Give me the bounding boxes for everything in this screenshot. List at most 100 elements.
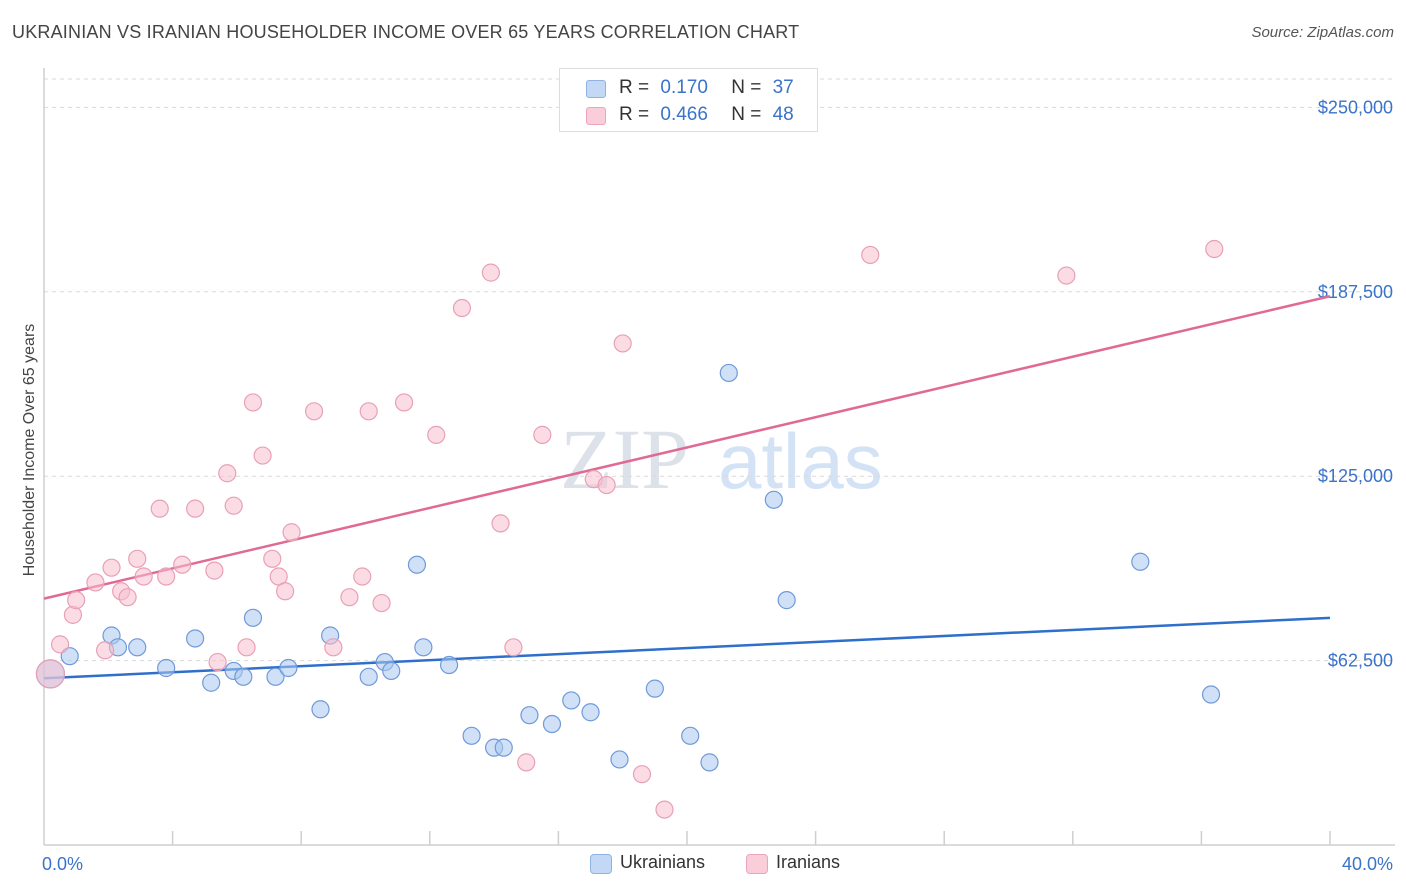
point-ukrainians <box>610 750 629 769</box>
axes <box>43 68 1395 846</box>
point-iranians <box>67 591 86 610</box>
point-iranians <box>1205 239 1224 259</box>
point-ukrainians <box>764 490 783 509</box>
point-ukrainians <box>243 608 263 627</box>
trend-line-ukrainians <box>43 616 1331 680</box>
point-iranians <box>613 334 632 353</box>
point-ukrainians <box>462 726 481 745</box>
y-tick-label: $187,500 <box>1318 282 1393 302</box>
point-ukrainians <box>407 555 427 574</box>
point-ukrainians <box>700 753 719 772</box>
trend-lines <box>43 295 1331 680</box>
point-iranians <box>340 588 359 607</box>
point-iranians <box>263 549 282 568</box>
point-ukrainians <box>719 363 738 383</box>
point-ukrainians <box>562 691 581 710</box>
trend-line-iranians <box>43 295 1331 600</box>
point-iranians <box>504 638 523 657</box>
point-iranians <box>86 573 105 592</box>
x-tick-label: 40.0% <box>1342 854 1393 874</box>
point-iranians <box>282 523 301 542</box>
source-label: Source: ZipAtlas.com <box>1251 24 1394 41</box>
point-iranians <box>517 753 536 772</box>
point-iranians <box>205 561 224 580</box>
legend-swatch-ukrainians <box>586 80 606 98</box>
point-ukrainians <box>234 667 253 686</box>
point-iranians <box>324 638 343 657</box>
legend-r-value-iranians: 0.466 <box>660 104 708 125</box>
point-iranians <box>304 402 324 421</box>
point-iranians <box>1057 266 1076 285</box>
point-iranians <box>276 582 295 601</box>
point-ukrainians <box>202 673 221 692</box>
point-ukrainians <box>681 726 700 745</box>
point-iranians <box>372 593 391 613</box>
point-iranians <box>491 514 510 533</box>
point-ukrainians <box>520 706 539 725</box>
point-ukrainians <box>128 638 147 657</box>
chart-title: UKRAINIAN VS IRANIAN HOUSEHOLDER INCOME … <box>12 22 800 42</box>
legend-r-label: R = <box>619 104 650 125</box>
point-iranians <box>632 765 652 784</box>
point-ukrainians <box>266 667 285 686</box>
y-tick-label: $250,000 <box>1318 97 1393 117</box>
point-ukrainians <box>414 638 433 657</box>
watermark-atlas: atlas <box>718 417 883 505</box>
point-iranians <box>63 605 83 624</box>
point-ukrainians <box>186 629 205 648</box>
point-iranians <box>95 641 115 660</box>
y-tick-label: $125,000 <box>1318 466 1393 486</box>
point-ukrainians <box>777 591 796 610</box>
point-iranians <box>218 464 237 483</box>
point-ukrainians <box>581 703 600 722</box>
point-iranians <box>134 567 153 586</box>
point-ukrainians <box>1201 685 1221 704</box>
data-points <box>35 239 1224 819</box>
point-iranians <box>452 298 472 318</box>
point-ukrainians <box>645 679 664 698</box>
point-iranians <box>237 638 256 657</box>
legend-n-value-iranians: 48 <box>772 104 794 125</box>
y-tick-label: $62,500 <box>1328 651 1393 671</box>
gridlines <box>44 78 1395 662</box>
point-ukrainians <box>279 658 298 678</box>
point-iranians <box>243 393 263 412</box>
legend-n-label: N = <box>731 104 762 125</box>
point-iranians <box>173 555 192 574</box>
point-iranians <box>481 263 500 282</box>
point-iranians <box>128 549 147 568</box>
point-ukrainians <box>439 655 459 675</box>
point-iranians <box>208 652 227 672</box>
point-ukrainians <box>1131 552 1150 571</box>
legend-swatch-iranians <box>586 107 606 125</box>
point-ukrainians <box>542 714 562 734</box>
point-ukrainians <box>382 661 401 681</box>
tick-labels: $62,500 $125,000 $187,500 $250,000 0.0% 40.0% <box>42 97 1393 874</box>
legend-r-label: R = <box>619 77 650 98</box>
watermark-zip: ZIP <box>560 411 689 507</box>
point-iranians <box>157 567 176 586</box>
point-iranians <box>655 800 674 819</box>
point-iranians <box>861 245 880 265</box>
legend-r-value-ukrainians: 0.170 <box>660 77 708 98</box>
point-iranians <box>224 496 243 515</box>
point-iranians <box>394 393 414 412</box>
bottom-legend-swatch-ukrainians <box>590 854 612 874</box>
point-iranians <box>150 499 169 518</box>
point-iranians <box>35 659 66 689</box>
point-iranians <box>597 475 616 495</box>
stats-legend: R = 0.170 N = 37 R = 0.466 N = 48 <box>559 68 818 132</box>
legend-n-label: N = <box>731 77 762 98</box>
bottom-legend-label-ukrainians: Ukrainians <box>620 852 706 872</box>
point-iranians <box>353 567 372 586</box>
x-tick-label: 0.0% <box>42 854 83 874</box>
bottom-legend-swatch-iranians <box>746 854 768 874</box>
point-iranians <box>253 446 272 465</box>
point-iranians <box>533 425 552 444</box>
point-iranians <box>118 588 137 607</box>
point-iranians <box>359 402 378 421</box>
legend-n-value-ukrainians: 37 <box>772 77 794 98</box>
point-ukrainians <box>311 700 330 719</box>
point-ukrainians <box>60 647 79 666</box>
